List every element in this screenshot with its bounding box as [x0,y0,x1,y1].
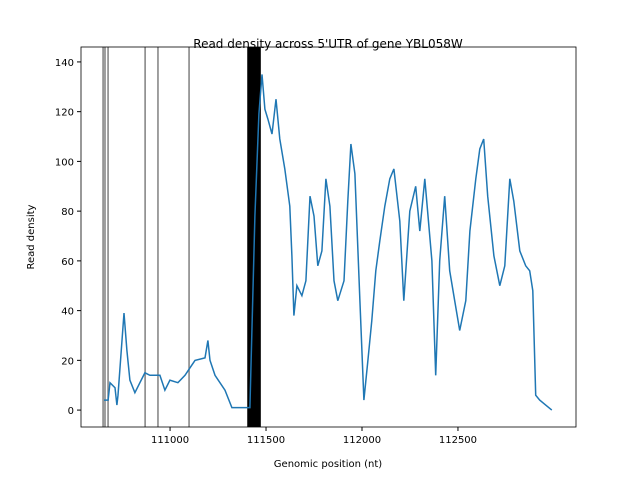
y-tick-label: 0 [68,406,74,417]
y-tick-label: 120 [55,108,74,119]
y-tick-label: 140 [55,58,74,69]
x-tick-label: 112000 [343,435,381,446]
x-tick-label: 111000 [151,435,189,446]
y-axis-label: Read density [26,204,37,269]
x-tick-label: 111500 [247,435,285,446]
plot-frame [80,46,577,428]
y-tick-label: 20 [61,356,74,367]
x-axis-label: Genomic position (nt) [274,459,383,470]
x-tick-label: 112500 [439,435,477,446]
data-line [104,74,553,411]
y-tick-label: 40 [61,307,74,318]
y-tick-label: 100 [55,157,74,168]
y-tick-label: 60 [61,257,74,268]
chart-title: Read density across 5'UTR of gene YBL058… [193,37,463,51]
y-tick-label: 80 [61,207,74,218]
